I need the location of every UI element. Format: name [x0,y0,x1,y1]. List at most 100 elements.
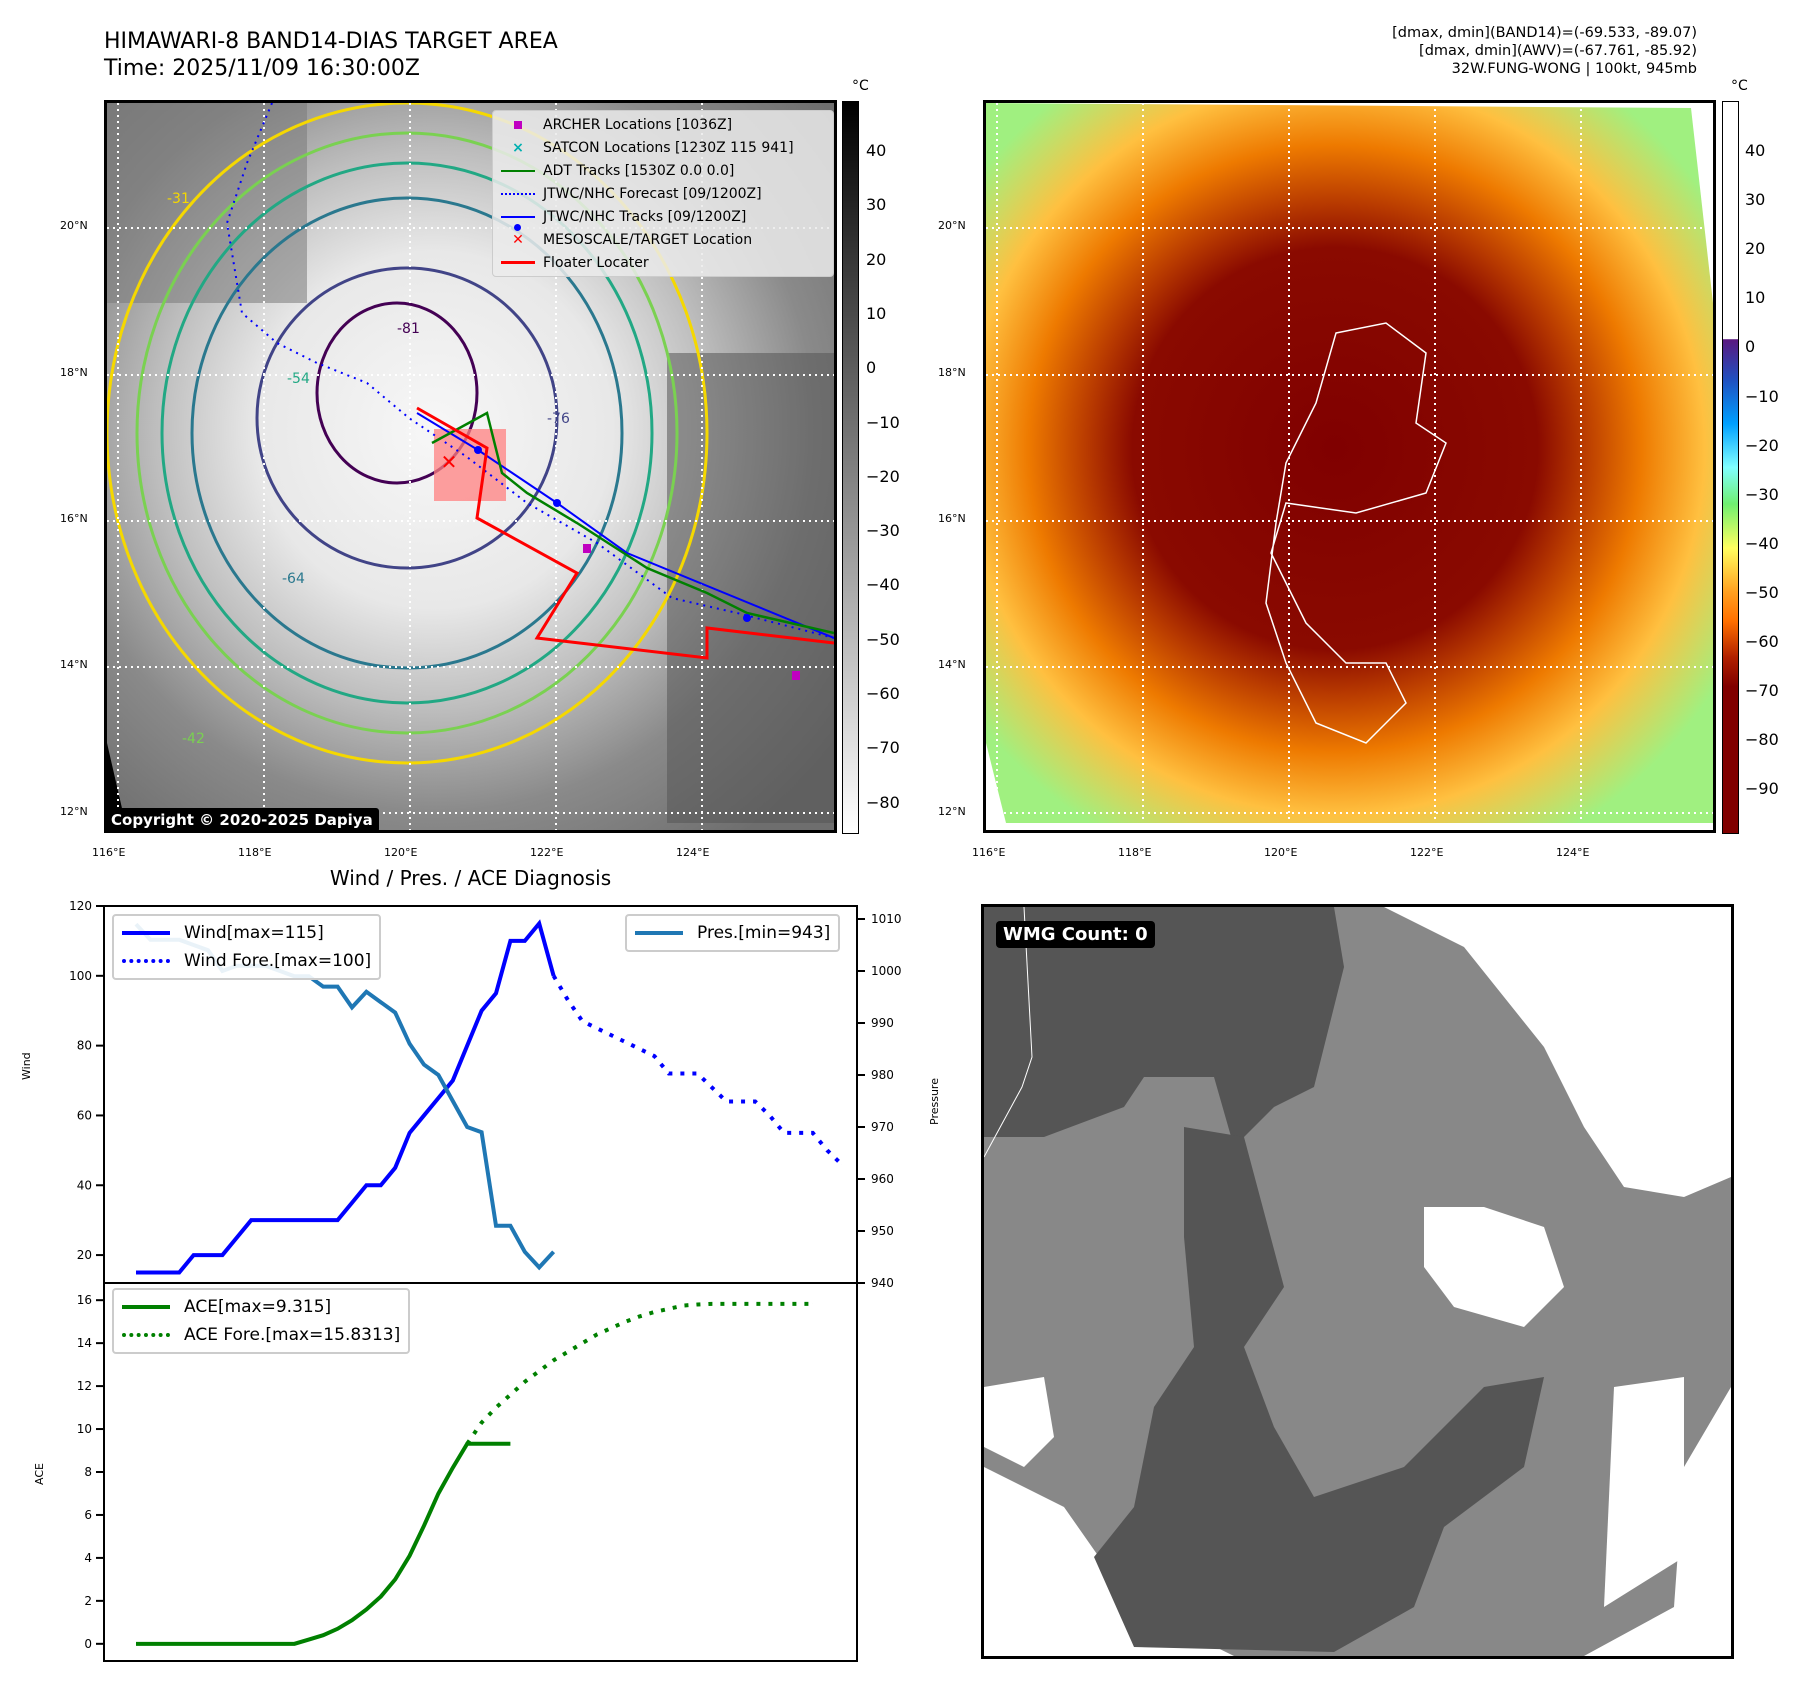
lat-label: 20°N [938,219,966,232]
legend-item-target: ✕ MESOSCALE/TARGET Location [493,228,833,251]
contour-label: -54 [287,371,310,387]
contour-minus81 [315,301,479,485]
jtwc-track-point [553,499,561,507]
coastline [984,907,1033,1158]
colorbar-tick-label: 40 [866,141,887,160]
diagnosis-title: Wind / Pres. / ACE Diagnosis [329,866,612,890]
ace-ytick-label: 0 [84,1637,92,1651]
colorbar-tick-label: −20 [866,466,900,486]
lon-label: 122°E [530,846,564,859]
target-x-marker: ✕ [441,450,458,474]
colorbar-tick-label: 30 [866,195,887,215]
left-map-svg: ✕ -31 -42 -54 -64 -76 -81 [107,103,834,830]
temperature-imagery [986,103,1713,823]
wind-axis-label: Wind [20,1052,33,1080]
colorbar-tick-label: −30 [866,521,900,541]
colorbar-tick-label: −80 [1745,730,1779,750]
wmg-region-dark [1094,1127,1544,1652]
lon-label: 124°E [1556,846,1590,859]
ace-ytick-label: 6 [84,1508,92,1522]
colorbar-tick-label: 20 [866,249,887,269]
chart-time: Time: 2025/11/09 16:30:00Z [104,56,420,81]
wmg-region-dark [984,907,1344,1147]
solid-line-icon [122,931,170,935]
cyan-x-icon: × [512,139,524,156]
colorbar-tick-label: −50 [866,629,900,649]
colorbar-tick-label: 40 [1745,141,1766,160]
contour-label: -81 [397,321,420,337]
red-line-icon [501,261,535,264]
lat-label: 18°N [60,366,88,379]
colorbar-tick-label: 20 [1745,239,1766,259]
pressure-ytick-label: 970 [871,1120,894,1134]
right-map [983,100,1716,833]
legend-item-pressure: Pres.[min=943] [635,919,830,947]
archer-marker [792,671,800,680]
wind-ytick-label: 40 [77,1178,92,1192]
contour-minus54 [160,161,654,705]
info-storm: 32W.FUNG-WONG | 100kt, 945mb [1451,61,1697,77]
lon-label: 118°E [238,846,272,859]
pressure-ytick-label: 940 [871,1276,894,1290]
lon-label: 124°E [676,846,710,859]
pressure-ytick-label: 960 [871,1172,894,1186]
wmg-map [984,907,1731,1656]
contour-minus31 [107,103,709,765]
contour-minus76 [255,266,559,570]
lat-label: 16°N [938,512,966,525]
lon-label: 118°E [1118,846,1152,859]
archer-marker [583,544,591,553]
copyright-label: Copyright © 2020-2025 Dapiya [107,808,379,830]
solid-line-icon [635,931,683,935]
wind-ytick-label: 100 [69,969,92,983]
series-line-ace-fore- [465,1301,813,1445]
wmg-panel: WMG Count: 0 [981,904,1734,1659]
wind-ytick-label: 60 [77,1108,92,1122]
wmg-region-clear [1424,1207,1564,1327]
pressure-legend: Pres.[min=943] [625,914,841,952]
jtwc-track-point [743,614,751,622]
lat-label: 20°N [60,219,88,232]
coastline [1265,322,1447,744]
dotted-line-icon [122,959,170,963]
ace-axis-label: ACE [33,1463,46,1485]
colorbar-tick-label: 10 [866,303,887,323]
info-block: [dmax, dmin](BAND14)=(-69.533, -89.07) [… [1392,24,1697,78]
colorbar-tick-label: −60 [866,684,900,703]
colorbar-unit: °C [1731,78,1748,94]
lat-label: 16°N [60,512,88,525]
ace-ytick-label: 14 [77,1336,92,1350]
lat-label: 12°N [938,805,966,818]
lat-label: 12°N [60,805,88,818]
series-line-wind-fore- [551,974,843,1166]
pressure-ytick-label: 990 [871,1016,894,1030]
colorbar-tick-label: 30 [1745,190,1766,210]
chart-title: HIMAWARI-8 BAND14-DIAS TARGET AREA [104,29,558,54]
lon-label: 120°E [1264,846,1298,859]
ace-ytick-label: 12 [77,1379,92,1393]
series-line-ace [136,1441,511,1646]
colorbar-tick-label: −10 [866,412,900,432]
magenta-square-icon [514,120,522,129]
jtwc-track-point [474,446,482,454]
right-colorbar [1722,101,1739,834]
ace-ytick-label: 2 [84,1594,92,1608]
red-x-icon: ✕ [512,231,524,248]
left-map: ✕ -31 -42 -54 -64 -76 -81 Copyright © 20… [104,100,837,833]
contour-label: -76 [547,411,570,427]
legend-item-ace: ACE[max=9.315] [122,1293,400,1321]
jtwc-forecast-track [225,103,834,639]
wind-ytick-label: 20 [77,1248,92,1262]
ace-legend: ACE[max=9.315] ACE Fore.[max=15.8313] [112,1288,411,1354]
legend-item-archer: ARCHER Locations [1036Z] [493,113,833,136]
colorbar-tick-label: −70 [866,738,900,758]
colorbar-tick-label: −10 [1745,386,1779,406]
legend-item-satcon: × SATCON Locations [1230Z 115 941] [493,136,833,159]
legend-item-wind-forecast: Wind Fore.[max=100] [122,947,371,975]
lon-label: 120°E [384,846,418,859]
wind-ytick-label: 80 [77,1039,92,1053]
colorbar-tick-label: −60 [1745,632,1779,651]
left-colorbar [842,101,859,834]
colorbar-tick-label: 0 [866,358,877,378]
wmg-region-clear [1474,907,1731,1097]
